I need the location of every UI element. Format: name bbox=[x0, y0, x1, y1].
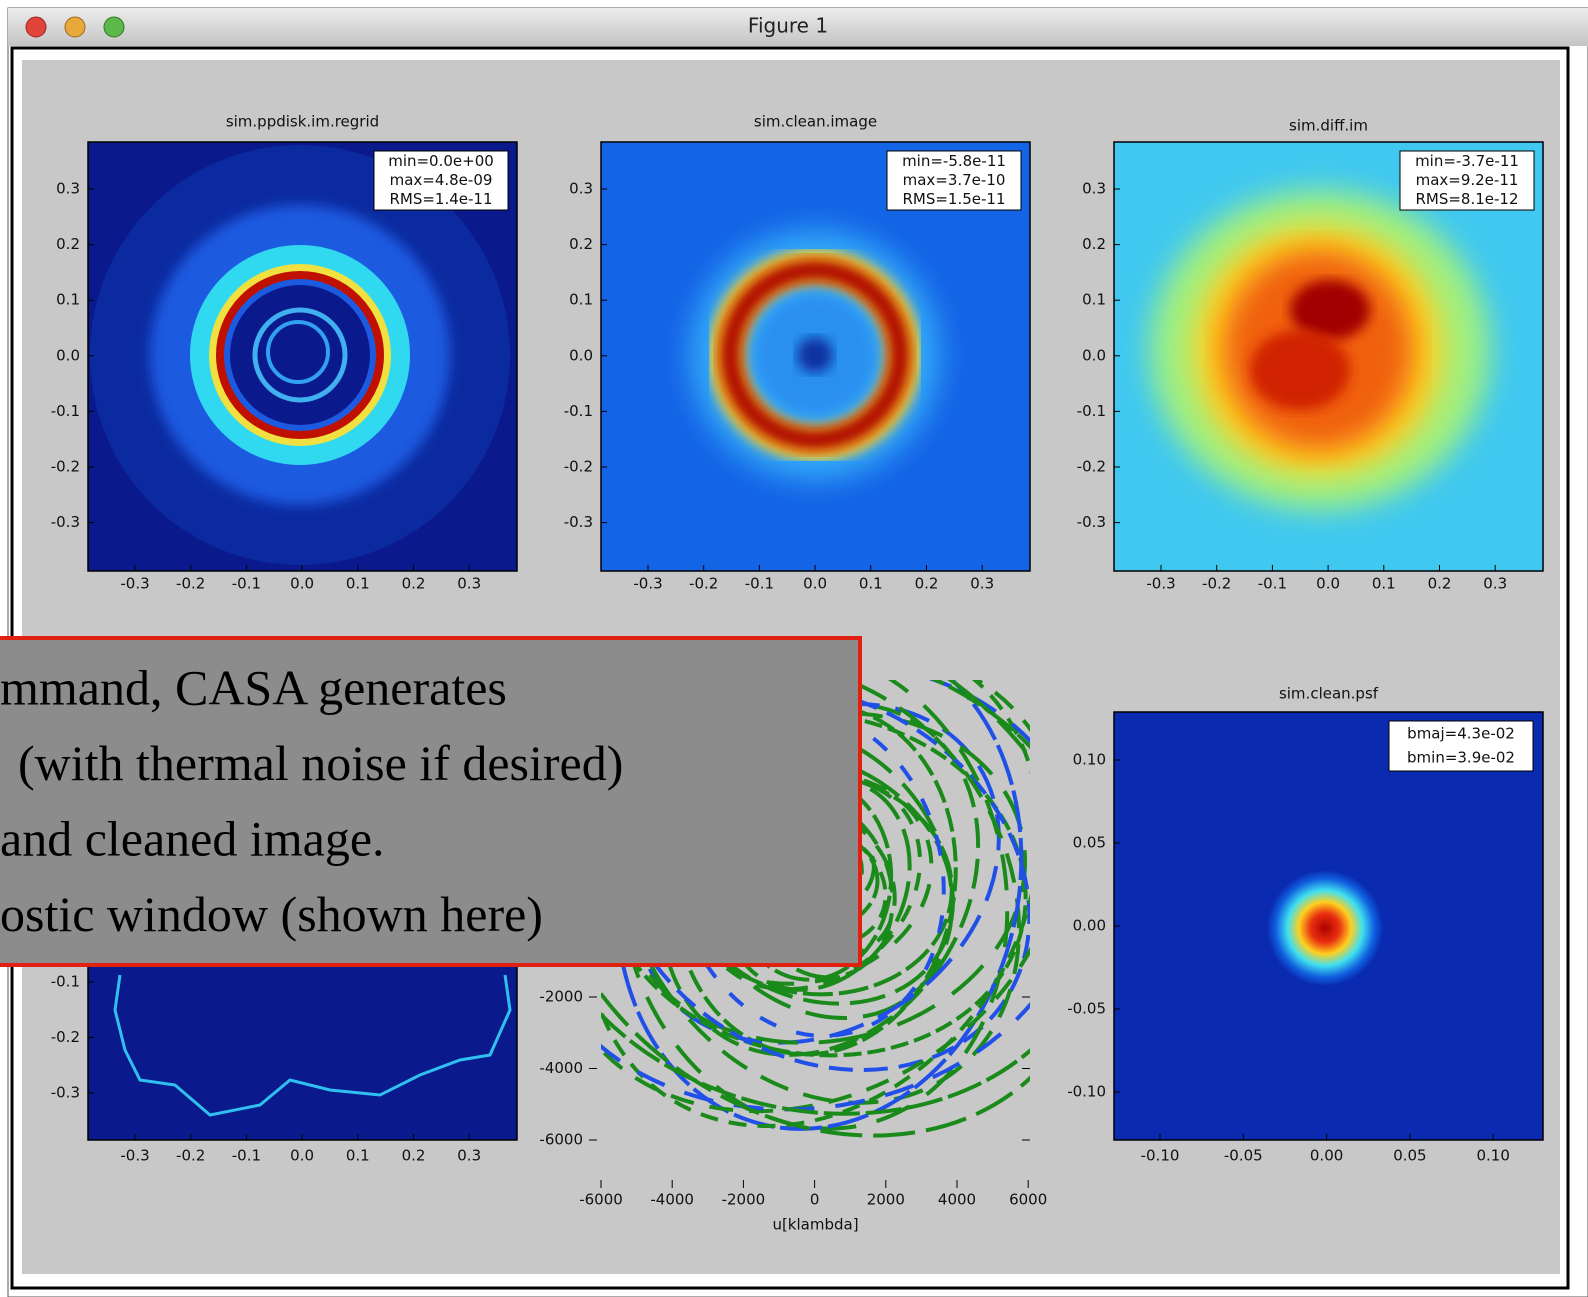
y-tick-label: -6000 bbox=[539, 1131, 583, 1149]
y-tick-label: 0.0 bbox=[569, 346, 593, 364]
x-tick-label: 0.1 bbox=[1372, 575, 1396, 593]
y-tick-label: 0.3 bbox=[1082, 180, 1106, 198]
y-tick-label: 0.3 bbox=[56, 180, 80, 198]
y-tick-label: 0.10 bbox=[1073, 751, 1106, 769]
stats-line: max=4.8e-09 bbox=[390, 171, 493, 189]
x-tick-label: 0.3 bbox=[1483, 575, 1507, 593]
y-tick-label: -0.3 bbox=[1077, 513, 1106, 531]
y-tick-label: 0.2 bbox=[1082, 235, 1106, 253]
stats-line: bmin=3.9e-02 bbox=[1407, 749, 1515, 767]
x-tick-label: 0.05 bbox=[1393, 1147, 1426, 1165]
panel-title: sim.clean.image bbox=[754, 113, 877, 131]
x-tick-label: -0.2 bbox=[1202, 575, 1231, 593]
stats-line: min=-3.7e-11 bbox=[1415, 152, 1519, 170]
y-tick-label: -2000 bbox=[539, 988, 583, 1006]
x-tick-label: -4000 bbox=[650, 1191, 694, 1209]
panel-title: sim.diff.im bbox=[1289, 117, 1368, 135]
y-tick-label: -0.05 bbox=[1067, 1000, 1106, 1018]
x-tick-label: -0.3 bbox=[633, 575, 662, 593]
x-tick-label: 0.0 bbox=[290, 575, 314, 593]
y-tick-label: 0.05 bbox=[1073, 834, 1106, 852]
x-axis-label: u[klambda] bbox=[772, 1216, 858, 1234]
y-tick-label: -0.2 bbox=[564, 458, 593, 476]
y-tick-label: 0.1 bbox=[1082, 291, 1106, 309]
x-tick-label: -0.1 bbox=[745, 575, 774, 593]
x-tick-label: -0.2 bbox=[176, 575, 205, 593]
callout-line: ostic window (shown here) bbox=[0, 886, 543, 942]
x-tick-label: 0.0 bbox=[803, 575, 827, 593]
y-tick-label: -0.2 bbox=[51, 458, 80, 476]
stats-line: bmaj=4.3e-02 bbox=[1407, 725, 1515, 743]
x-tick-label: 0.0 bbox=[290, 1147, 314, 1165]
callout-line: and cleaned image. bbox=[0, 810, 385, 866]
x-tick-label: 2000 bbox=[867, 1191, 905, 1209]
y-tick-label: -0.1 bbox=[51, 402, 80, 420]
x-tick-label: -0.2 bbox=[689, 575, 718, 593]
y-tick-label: 0.0 bbox=[56, 346, 80, 364]
x-tick-label: -2000 bbox=[722, 1191, 766, 1209]
x-tick-label: 0.0 bbox=[1316, 575, 1340, 593]
y-tick-label: -0.3 bbox=[51, 1084, 80, 1102]
x-tick-label: -6000 bbox=[579, 1191, 623, 1209]
y-tick-label: -0.3 bbox=[51, 513, 80, 531]
x-tick-label: -0.2 bbox=[176, 1147, 205, 1165]
callout-line: (with thermal noise if desired) bbox=[18, 735, 623, 791]
y-tick-label: -4000 bbox=[539, 1059, 583, 1077]
y-tick-label: -0.2 bbox=[1077, 458, 1106, 476]
x-tick-label: 0.2 bbox=[1428, 575, 1452, 593]
x-tick-label: -0.1 bbox=[232, 575, 261, 593]
x-tick-label: 0.2 bbox=[915, 575, 939, 593]
stats-line: min=0.0e+00 bbox=[388, 152, 494, 170]
x-tick-label: 0.1 bbox=[346, 1147, 370, 1165]
x-tick-label: -0.1 bbox=[232, 1147, 261, 1165]
x-tick-label: -0.3 bbox=[120, 1147, 149, 1165]
x-tick-label: -0.3 bbox=[120, 575, 149, 593]
y-tick-label: -0.3 bbox=[564, 513, 593, 531]
y-tick-label: -0.1 bbox=[564, 402, 593, 420]
y-tick-label: 0.2 bbox=[56, 235, 80, 253]
x-tick-label: 0.3 bbox=[970, 575, 994, 593]
panel-title: sim.clean.psf bbox=[1279, 685, 1379, 703]
callout-line: mmand, CASA generates bbox=[0, 659, 507, 715]
y-tick-label: -0.1 bbox=[1077, 402, 1106, 420]
x-tick-label: 0.2 bbox=[402, 1147, 426, 1165]
y-tick-label: 0.00 bbox=[1073, 917, 1106, 935]
x-tick-label: -0.05 bbox=[1224, 1147, 1263, 1165]
x-tick-label: 0.3 bbox=[457, 575, 481, 593]
y-tick-label: 0.3 bbox=[569, 180, 593, 198]
image-psf bbox=[1114, 712, 1543, 1140]
screenshot: Figure 1 sim.ppdisk.im.regrid bbox=[0, 0, 1588, 1297]
x-tick-label: -0.3 bbox=[1146, 575, 1175, 593]
y-tick-label: 0.1 bbox=[56, 291, 80, 309]
window-title: Figure 1 bbox=[748, 14, 828, 38]
x-tick-label: -0.10 bbox=[1141, 1147, 1180, 1165]
x-tick-label: 0 bbox=[810, 1191, 820, 1209]
stats-line: RMS=1.4e-11 bbox=[389, 190, 492, 208]
y-tick-label: -0.1 bbox=[51, 973, 80, 991]
x-tick-label: 0.3 bbox=[457, 1147, 481, 1165]
x-tick-label: 0.00 bbox=[1310, 1147, 1343, 1165]
minimize-button[interactable] bbox=[65, 17, 85, 37]
x-tick-label: 0.1 bbox=[859, 575, 883, 593]
x-tick-label: 6000 bbox=[1009, 1191, 1047, 1209]
y-tick-label: 0.2 bbox=[569, 235, 593, 253]
x-tick-label: 0.2 bbox=[402, 575, 426, 593]
zoom-button[interactable] bbox=[104, 17, 124, 37]
y-tick-label: -0.2 bbox=[51, 1028, 80, 1046]
panel-title: sim.ppdisk.im.regrid bbox=[226, 113, 379, 131]
close-button[interactable] bbox=[26, 17, 46, 37]
y-tick-label: 0.1 bbox=[569, 291, 593, 309]
stats-line: max=9.2e-11 bbox=[1416, 171, 1519, 189]
stats-line: RMS=1.5e-11 bbox=[902, 190, 1005, 208]
x-tick-label: -0.1 bbox=[1258, 575, 1287, 593]
x-tick-label: 4000 bbox=[938, 1191, 976, 1209]
stats-line: RMS=8.1e-12 bbox=[1415, 190, 1518, 208]
x-tick-label: 0.10 bbox=[1476, 1147, 1509, 1165]
stats-line: min=-5.8e-11 bbox=[902, 152, 1006, 170]
y-tick-label: 0.0 bbox=[1082, 346, 1106, 364]
stats-line: max=3.7e-10 bbox=[903, 171, 1006, 189]
x-tick-label: 0.1 bbox=[346, 575, 370, 593]
y-tick-label: -0.10 bbox=[1067, 1083, 1106, 1101]
